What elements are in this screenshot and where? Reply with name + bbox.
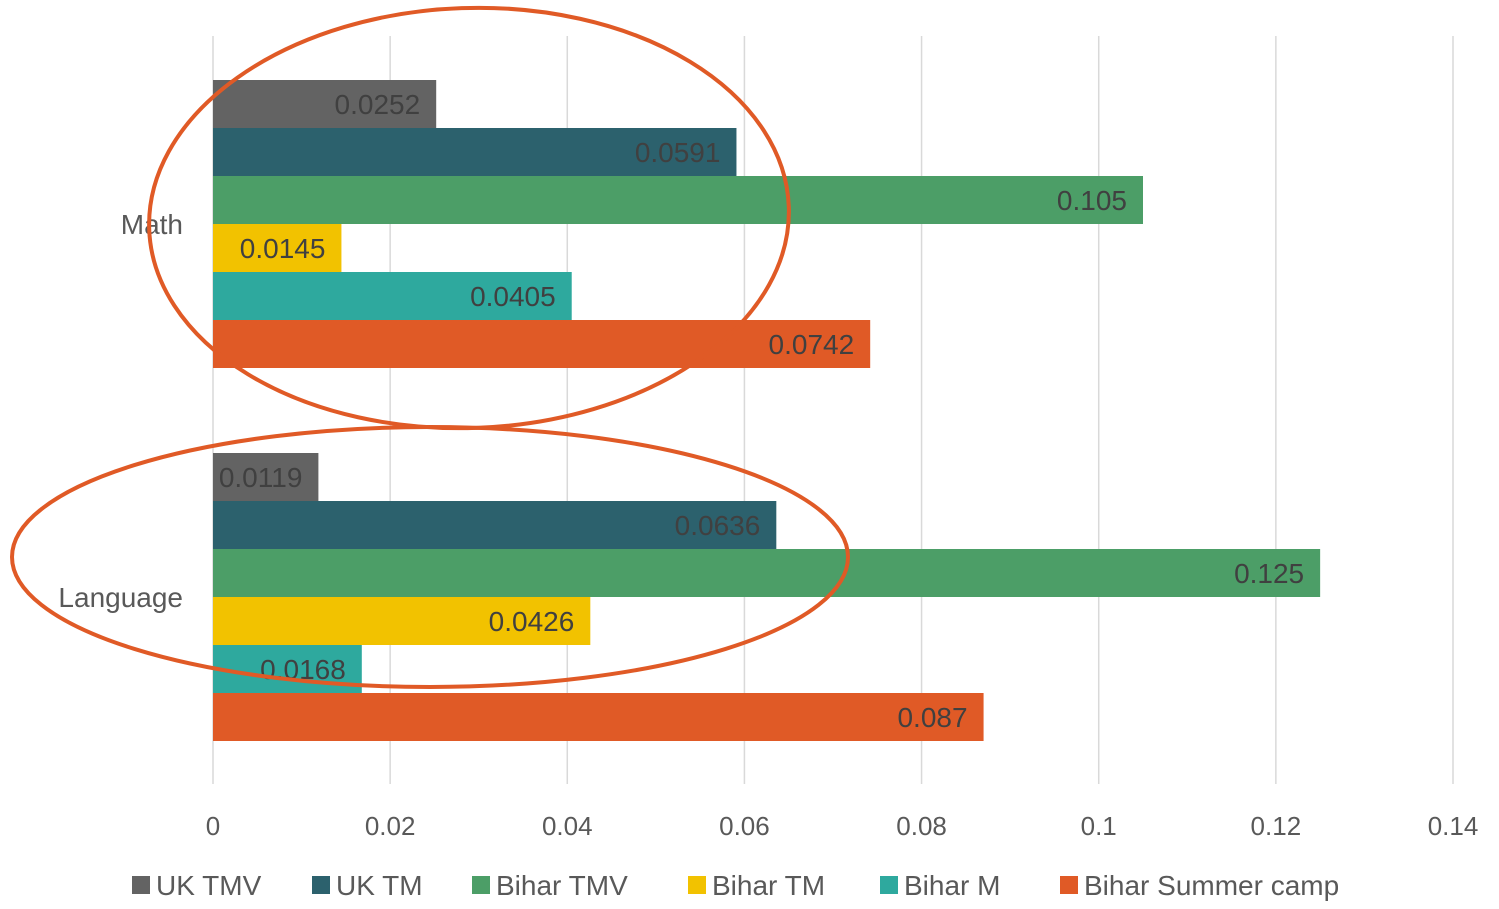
category-label: Language — [58, 582, 183, 613]
x-tick-label: 0.14 — [1428, 811, 1479, 841]
data-label: 0.105 — [1057, 185, 1127, 216]
highlight-ellipse-language — [10, 425, 850, 689]
x-tick-label: 0.04 — [542, 811, 593, 841]
legend-swatch — [132, 876, 150, 894]
data-label: 0.125 — [1234, 558, 1304, 589]
bar — [213, 176, 1143, 224]
bar — [213, 272, 572, 320]
bars — [213, 80, 1321, 741]
legend-label: Bihar TM — [712, 870, 825, 901]
legend: UK TMV UK TM Bihar TMV Bihar TM Bihar M Bihar… — [132, 870, 1339, 901]
bar — [213, 597, 591, 645]
data-label: 0.087 — [897, 702, 967, 733]
bar — [213, 549, 1321, 597]
legend-item: Bihar TMV — [472, 870, 628, 901]
legend-item: UK TM — [312, 870, 423, 901]
legend-swatch — [472, 876, 490, 894]
data-label: 0.0426 — [489, 606, 575, 637]
bar — [213, 693, 984, 741]
legend-item: Bihar Summer camp — [1060, 870, 1339, 901]
data-labels: 0.0252 0.0591 0.105 0.0145 0.0405 0.0742 0.011… — [219, 89, 1304, 733]
data-label: 0.0119 — [219, 462, 303, 493]
legend-label: Bihar TMV — [496, 870, 628, 901]
legend-label: UK TMV — [156, 870, 262, 901]
data-label: 0.0145 — [240, 233, 326, 264]
highlight-ellipses — [10, 5, 850, 689]
legend-label: Bihar M — [904, 870, 1000, 901]
category-labels: Math Language — [58, 209, 183, 613]
legend-swatch — [688, 876, 706, 894]
legend-item: UK TMV — [132, 870, 262, 901]
data-label: 0.0591 — [635, 137, 721, 168]
x-tick-label: 0.08 — [896, 811, 947, 841]
category-label: Math — [121, 209, 183, 240]
bar — [213, 453, 319, 501]
data-label: 0.0405 — [470, 281, 556, 312]
x-tick-label: 0.02 — [365, 811, 416, 841]
bar — [213, 128, 737, 176]
legend-item: Bihar TM — [688, 870, 825, 901]
x-axis-ticks: 0 0.02 0.04 0.06 0.08 0.1 0.12 0.14 — [206, 811, 1479, 841]
data-label: 0.0252 — [335, 89, 421, 120]
data-label: 0.0742 — [769, 329, 855, 360]
bar — [213, 224, 342, 272]
bar — [213, 501, 777, 549]
x-tick-label: 0 — [206, 811, 220, 841]
data-label: 0.0636 — [675, 510, 761, 541]
legend-label: Bihar Summer camp — [1084, 870, 1339, 901]
legend-swatch — [1060, 876, 1078, 894]
bar — [213, 320, 871, 368]
legend-label: UK TM — [336, 870, 423, 901]
legend-swatch — [312, 876, 330, 894]
legend-swatch — [880, 876, 898, 894]
x-tick-label: 0.12 — [1251, 811, 1302, 841]
bar — [213, 80, 437, 128]
x-tick-label: 0.06 — [719, 811, 770, 841]
x-tick-label: 0.1 — [1081, 811, 1117, 841]
legend-item: Bihar M — [880, 870, 1000, 901]
